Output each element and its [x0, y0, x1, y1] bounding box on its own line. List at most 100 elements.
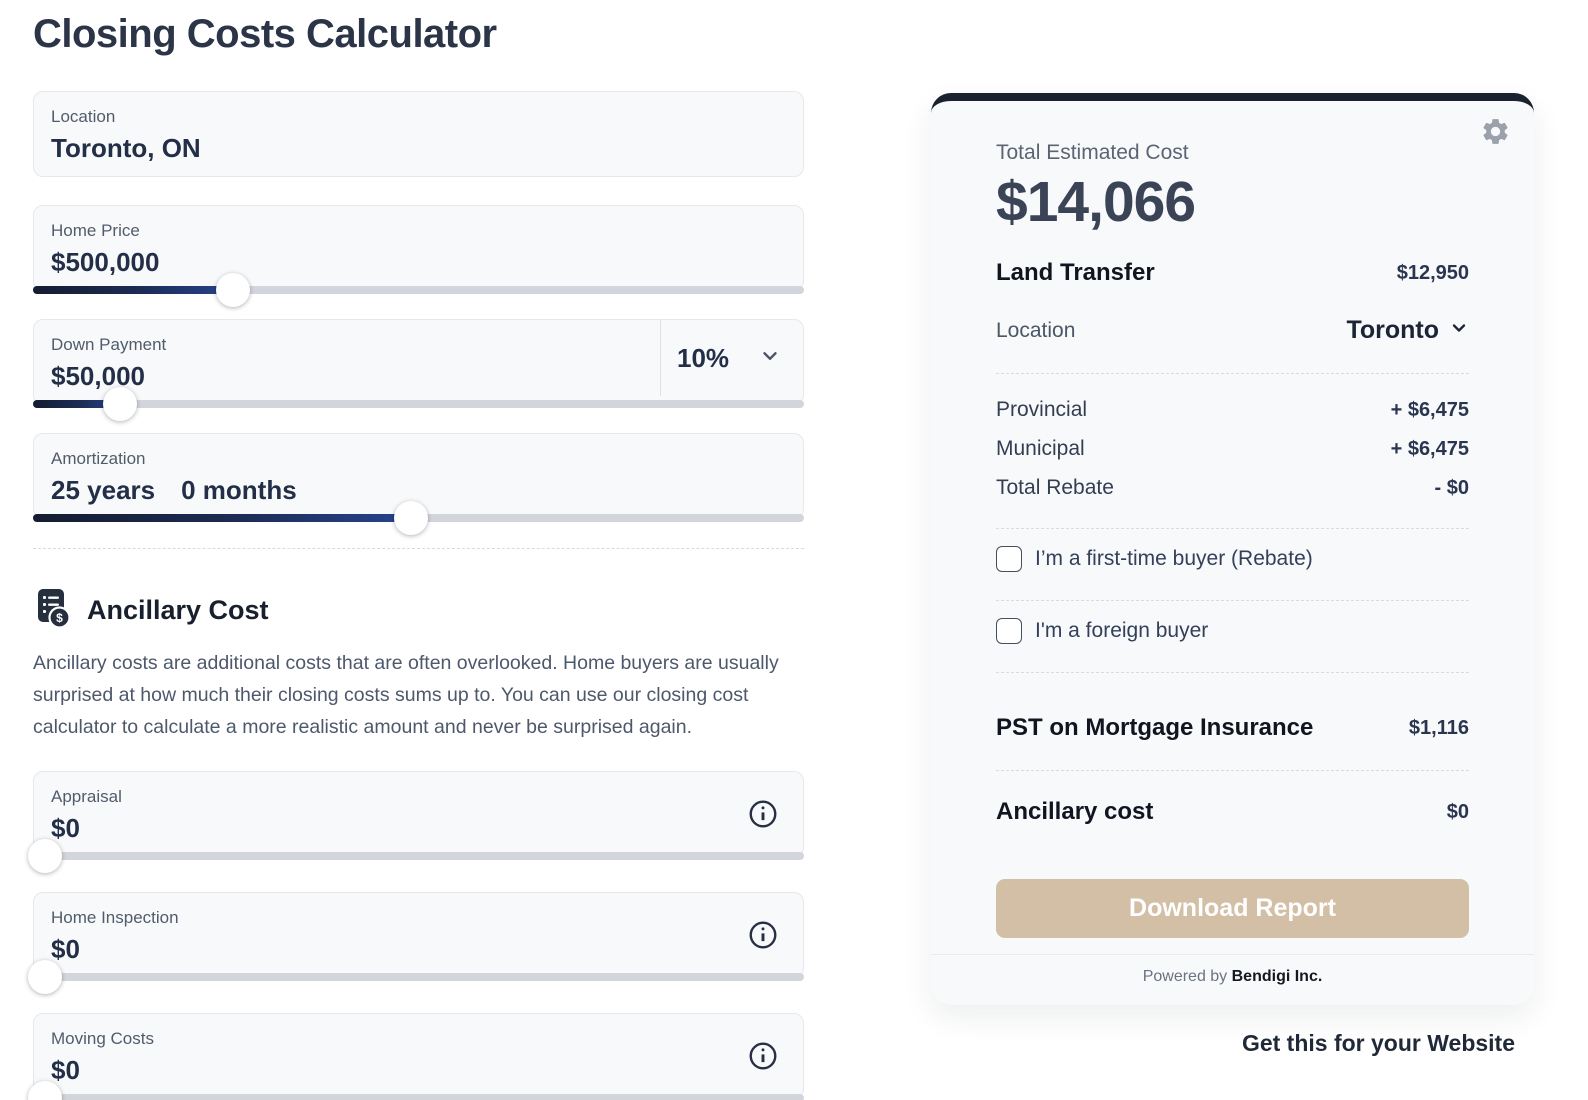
divider	[996, 373, 1469, 374]
moving-costs-value[interactable]: $0	[51, 1055, 80, 1085]
amortization-slider-fill	[33, 501, 428, 535]
chevron-down-icon	[759, 345, 781, 372]
amortization-slider-thumb[interactable]	[393, 501, 428, 535]
svg-text:$: $	[56, 611, 63, 625]
summary-card: Total Estimated Cost $14,066 Land Transf…	[931, 93, 1534, 1005]
moving-costs-slider[interactable]	[27, 1081, 804, 1100]
down-payment-slider-fill	[33, 387, 138, 421]
foreign-buyer-checkbox[interactable]	[996, 618, 1022, 644]
powered-by: Powered by Bendigi Inc.	[931, 954, 1534, 1005]
home-price-value[interactable]: $500,000	[51, 247, 160, 277]
home-price-slider-fill	[33, 273, 251, 307]
page-title: Closing Costs Calculator	[33, 12, 497, 56]
ancillary-description: Ancillary costs are additional costs tha…	[33, 652, 779, 738]
location-dropdown[interactable]: Toronto	[1346, 316, 1469, 345]
home-price-slider-thumb[interactable]	[216, 273, 251, 307]
amortization-field[interactable]: Amortization 25 years 0 months	[33, 433, 804, 535]
land-transfer-row: Land Transfer $12,950	[996, 259, 1469, 287]
municipal-row: Municipal + $6,475	[996, 437, 1469, 461]
moving-costs-slider-thumb[interactable]	[27, 1081, 62, 1100]
location-row-label: Location	[996, 318, 1076, 342]
gear-icon[interactable]	[1480, 116, 1512, 148]
location-row: Location Toronto	[996, 316, 1469, 345]
down-payment-value[interactable]: $50,000	[51, 361, 145, 391]
ancillary-cost-label: Ancillary cost	[996, 798, 1154, 825]
total-cost-label: Total Estimated Cost	[996, 141, 1189, 164]
foreign-buyer-checkbox-row[interactable]: I'm a foreign buyer	[996, 618, 1469, 644]
first-time-buyer-checkbox-row[interactable]: I’m a first-time buyer (Rebate)	[996, 546, 1469, 572]
location-label: Location	[51, 107, 116, 126]
pst-label: PST on Mortgage Insurance	[996, 714, 1314, 741]
provincial-row: Provincial + $6,475	[996, 398, 1469, 422]
appraisal-slider-thumb[interactable]	[27, 839, 62, 873]
down-payment-label: Down Payment	[51, 335, 167, 354]
moving-costs-slider-fill	[27, 1081, 62, 1100]
home-inspection-field[interactable]: Home Inspection $0	[27, 892, 804, 994]
powered-by-prefix: Powered by	[1142, 968, 1232, 985]
amortization-label: Amortization	[51, 449, 146, 468]
divider	[996, 528, 1469, 529]
foreign-buyer-label: I'm a foreign buyer	[1035, 619, 1209, 642]
ancillary-cost-row: Ancillary cost $0	[996, 798, 1469, 826]
appraisal-label: Appraisal	[51, 787, 122, 806]
appraisal-info-icon[interactable]	[747, 798, 779, 830]
summary-column: Total Estimated Cost $14,066 Land Transf…	[931, 93, 1534, 1057]
municipal-value: + $6,475	[1390, 437, 1469, 460]
moving-costs-info-icon[interactable]	[747, 1040, 779, 1072]
get-this-for-website-link[interactable]: Get this for your Website	[1241, 1030, 1515, 1056]
pst-row: PST on Mortgage Insurance $1,116	[996, 714, 1469, 742]
divider	[996, 770, 1469, 771]
down-payment-percent-select[interactable]: 10%	[660, 320, 803, 396]
download-report-button[interactable]: Download Report	[996, 879, 1469, 938]
total-rebate-label: Total Rebate	[996, 476, 1114, 499]
section-divider	[33, 548, 804, 549]
location-value[interactable]: Toronto, ON	[51, 133, 201, 163]
home-inspection-slider[interactable]	[27, 960, 804, 994]
first-time-buyer-checkbox[interactable]	[996, 546, 1022, 572]
powered-by-brand[interactable]: Bendigi Inc.	[1231, 968, 1323, 985]
summary-card-body: Total Estimated Cost $14,066 Land Transf…	[931, 101, 1534, 938]
moving-costs-field[interactable]: Moving Costs $0	[27, 1013, 804, 1100]
location-field[interactable]: Location Toronto, ON	[33, 91, 804, 177]
ancillary-section-title: Ancillary Cost	[87, 595, 269, 625]
ancillary-section-header: $ Ancillary Cost	[33, 587, 804, 634]
appraisal-slider-fill	[27, 839, 62, 873]
amortization-slider[interactable]	[33, 501, 804, 535]
home-price-label: Home Price	[51, 221, 140, 240]
total-cost-value: $14,066	[996, 170, 1196, 234]
moving-costs-label: Moving Costs	[51, 1029, 154, 1048]
location-dropdown-value: Toronto	[1346, 316, 1439, 344]
appraisal-slider[interactable]	[27, 839, 804, 873]
divider	[996, 600, 1469, 601]
home-inspection-slider-thumb[interactable]	[27, 960, 62, 994]
home-inspection-info-icon[interactable]	[747, 919, 779, 951]
down-payment-percent-value: 10%	[677, 342, 730, 373]
down-payment-field[interactable]: Down Payment $50,000 10%	[33, 319, 804, 421]
total-rebate-value: - $0	[1434, 476, 1469, 499]
ancillary-cost-value: $0	[1446, 800, 1469, 823]
down-payment-slider-thumb[interactable]	[103, 387, 138, 421]
divider	[996, 672, 1469, 673]
land-transfer-label: Land Transfer	[996, 259, 1155, 286]
amortization-value[interactable]: 25 years 0 months	[51, 475, 297, 505]
home-inspection-label: Home Inspection	[51, 908, 179, 927]
home-price-field[interactable]: Home Price $500,000	[33, 205, 804, 307]
appraisal-value[interactable]: $0	[51, 813, 80, 843]
down-payment-slider[interactable]	[33, 387, 804, 421]
chevron-down-icon	[1449, 318, 1469, 343]
first-time-buyer-label: I’m a first-time buyer (Rebate)	[1035, 547, 1313, 570]
amortization-months[interactable]: 0 months	[181, 475, 297, 505]
appraisal-field[interactable]: Appraisal $0	[27, 771, 804, 873]
provincial-value: + $6,475	[1390, 398, 1469, 421]
home-price-slider[interactable]	[33, 273, 804, 307]
calculator-form: Closing Costs Calculator Location Toront…	[27, 0, 804, 1100]
land-transfer-value: $12,950	[1396, 261, 1469, 284]
home-inspection-slider-fill	[27, 960, 62, 994]
total-rebate-row: Total Rebate - $0	[996, 476, 1469, 500]
amortization-years[interactable]: 25 years	[51, 475, 156, 505]
pst-value: $1,116	[1408, 716, 1469, 739]
ancillary-cost-icon: $	[33, 587, 71, 634]
home-inspection-value[interactable]: $0	[51, 934, 80, 964]
provincial-label: Provincial	[996, 398, 1088, 421]
